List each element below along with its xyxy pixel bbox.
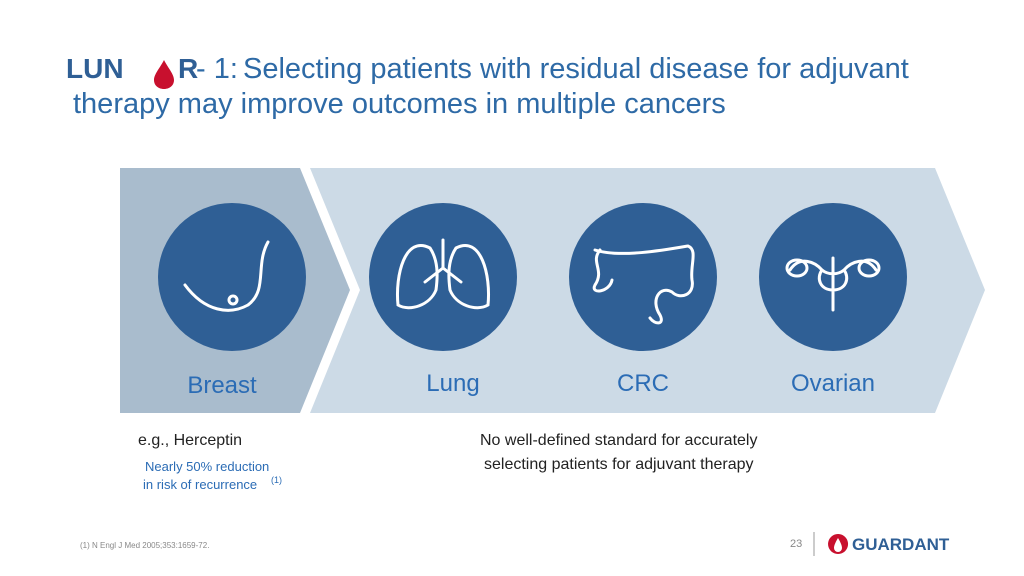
title: therapy may improve outcomes in multiple… bbox=[73, 88, 726, 120]
note-ref: (1) bbox=[271, 475, 282, 485]
note-text: No well-defined standard for accurately bbox=[480, 432, 758, 449]
page-number: 23 bbox=[790, 538, 803, 550]
note-text: selecting patients for adjuvant therapy bbox=[484, 456, 754, 473]
brand-logo bbox=[828, 534, 849, 554]
icon-circles bbox=[158, 203, 907, 351]
footnote: (1) N Engl J Med 2005;353:1659-72. bbox=[80, 541, 210, 550]
panel-label: Ovarian bbox=[790, 370, 876, 397]
note-detail: Nearly 50% reduction bbox=[145, 459, 270, 474]
panel-label: Lung bbox=[426, 370, 480, 397]
logo-drop bbox=[154, 60, 174, 89]
title-suffix: - 1: bbox=[196, 53, 238, 85]
logo-text: LUN bbox=[66, 53, 124, 84]
brand: GUARDANT bbox=[852, 535, 950, 554]
title: Selecting patients with residual disease… bbox=[243, 53, 909, 85]
panel-label: CRC bbox=[617, 370, 669, 397]
panel-label: Breast bbox=[187, 372, 257, 399]
icons bbox=[183, 238, 881, 325]
logo-text: R bbox=[178, 53, 199, 84]
note-detail: in risk of recurrence bbox=[143, 477, 258, 492]
note-heading: e.g., Herceptin bbox=[138, 432, 243, 449]
